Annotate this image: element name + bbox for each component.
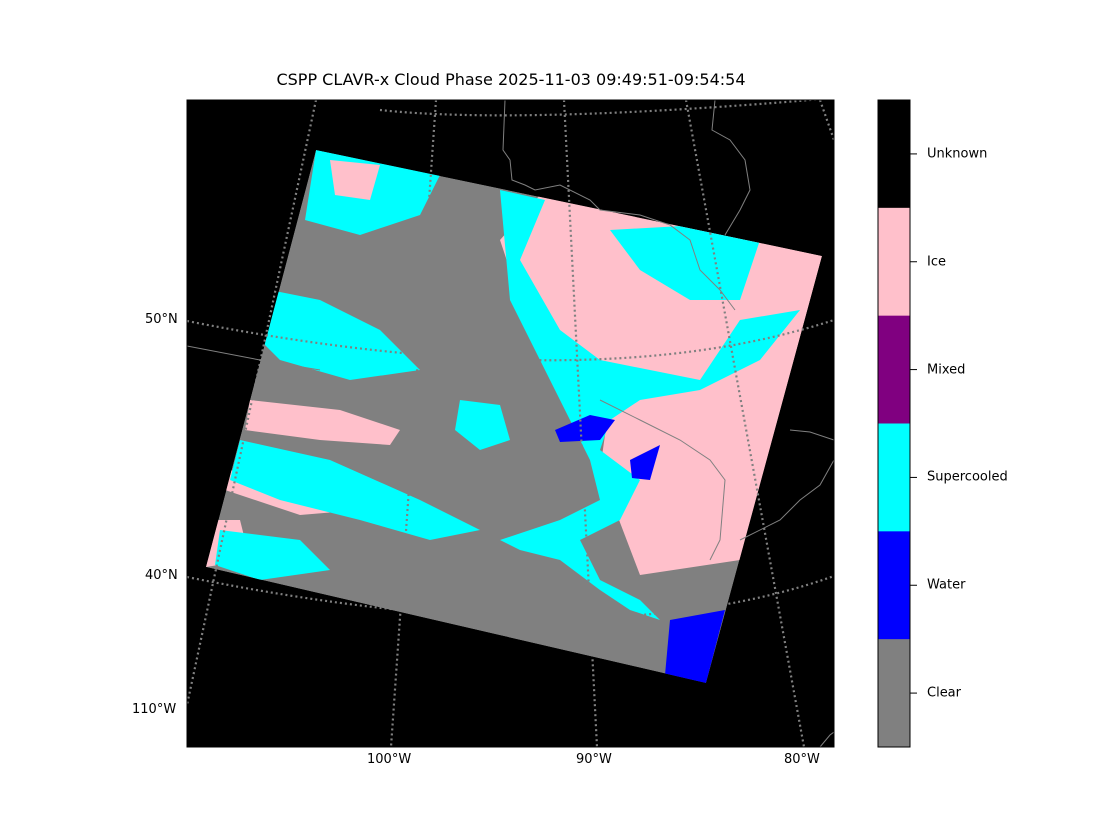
lat-50n: [187, 318, 834, 362]
colorbar-segment-mixed: [878, 315, 910, 424]
colorbar-segment-clear: [878, 639, 910, 748]
ice-region-west: [245, 400, 400, 445]
supercooled-region-sw: [230, 440, 480, 540]
colorbar-label-supercooled: Supercooled: [927, 469, 1008, 485]
colorbar-label-mixed: Mixed: [927, 362, 966, 378]
graticule: [187, 100, 834, 747]
supercooled-region-center: [455, 400, 510, 450]
lon-label-90w: 90°W: [576, 752, 612, 767]
lat-label-40n: 40°N: [145, 568, 178, 583]
lon-label-80w: 80°W: [784, 752, 820, 767]
water-region-lake: [630, 445, 660, 480]
lat-label-50n: 50°N: [145, 312, 178, 327]
water-region-se: [665, 610, 725, 683]
supercooled-region-west: [250, 290, 420, 380]
supercooled-region-east-2: [610, 225, 760, 300]
colorbar-label-water: Water: [927, 577, 966, 593]
map-frame: [186, 99, 835, 748]
lat-60n: [379, 100, 824, 117]
lon-70w: [818, 100, 834, 141]
cloud-phase-swath: [206, 150, 822, 683]
plot-title: CSPP CLAVR-x Cloud Phase 2025-11-03 09:4…: [276, 70, 746, 89]
ice-region-north: [330, 160, 380, 200]
colorbar-segment-unknown: [878, 100, 910, 209]
colorbar-segment-water: [878, 531, 910, 640]
coastlines: [187, 100, 834, 747]
colorbar: [878, 100, 917, 748]
colorbar-frame: [877, 99, 911, 748]
lon-label-110w: 110°W: [132, 702, 177, 717]
colorbar-segment-ice: [878, 207, 910, 317]
supercooled-region-s: [215, 530, 330, 580]
lon-100w: [389, 100, 438, 747]
lon-110w: [187, 100, 318, 706]
lat-40n: [187, 574, 834, 620]
colorbar-label-unknown: Unknown: [927, 146, 988, 162]
lon-label-100w: 100°W: [367, 752, 412, 767]
water-region-center: [555, 415, 615, 442]
colorbar-label-ice: Ice: [927, 254, 946, 270]
colorbar-label-clear: Clear: [927, 685, 961, 701]
colorbar-segment-supercooled: [878, 423, 910, 532]
supercooled-region-east: [500, 190, 800, 620]
